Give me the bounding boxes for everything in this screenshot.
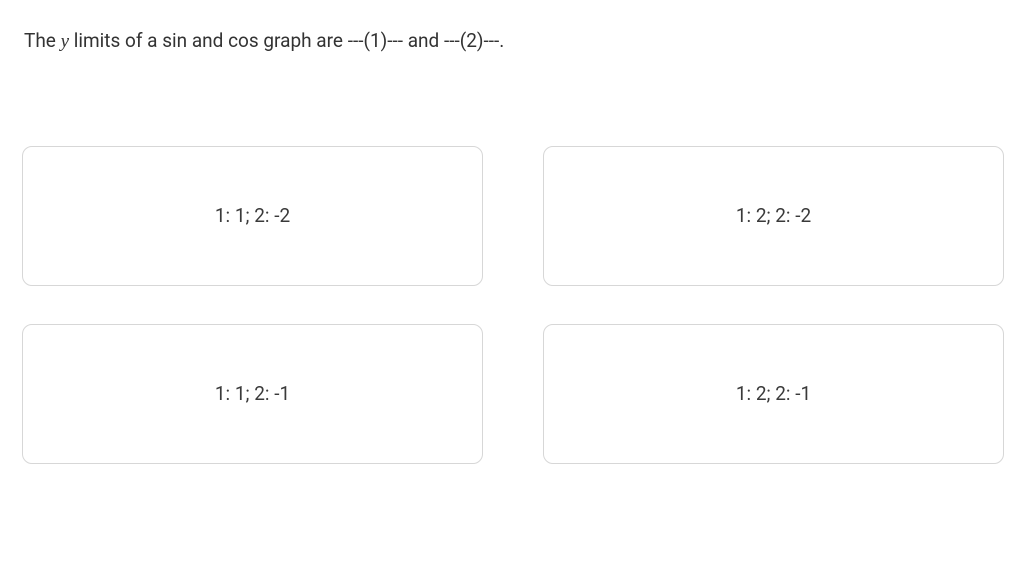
option-label: 1: 2; 2: -1 — [736, 382, 811, 405]
question-variable: y — [61, 31, 69, 52]
question-suffix: limits of a sin and cos graph are ---(1)… — [69, 29, 504, 52]
question-text: The y limits of a sin and cos graph are … — [20, 28, 1006, 56]
option-card-1[interactable]: 1: 1; 2: -2 — [22, 146, 483, 286]
quiz-container: The y limits of a sin and cos graph are … — [0, 0, 1026, 484]
option-card-3[interactable]: 1: 1; 2: -1 — [22, 324, 483, 464]
option-label: 1: 2; 2: -2 — [736, 204, 811, 227]
options-grid: 1: 1; 2: -2 1: 2; 2: -2 1: 1; 2: -1 1: 2… — [20, 146, 1006, 464]
option-label: 1: 1; 2: -1 — [215, 382, 290, 405]
option-card-4[interactable]: 1: 2; 2: -1 — [543, 324, 1004, 464]
option-label: 1: 1; 2: -2 — [215, 204, 290, 227]
question-prefix: The — [24, 29, 61, 52]
option-card-2[interactable]: 1: 2; 2: -2 — [543, 146, 1004, 286]
